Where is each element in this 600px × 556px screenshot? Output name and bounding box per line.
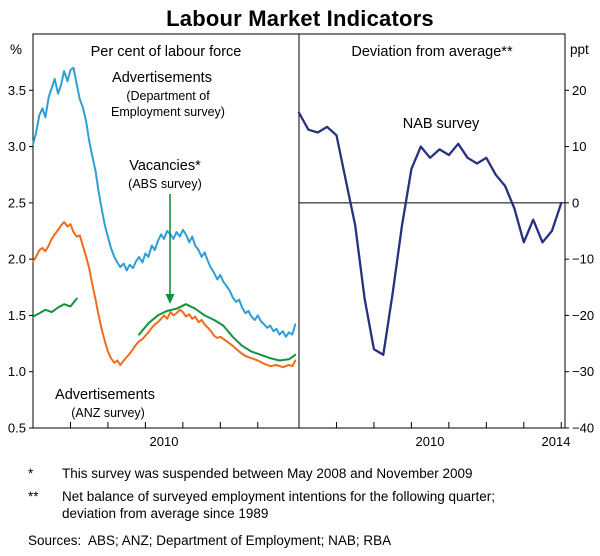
footnote-1-marker: * (28, 466, 34, 481)
svg-text:10: 10 (572, 139, 586, 154)
chart-canvas: 0.51.01.52.02.53.03.5 −40−30−20−1001020 … (8, 33, 594, 449)
right-axis-unit-label: ppt (570, 42, 589, 57)
doe-series-label: Advertisements (112, 70, 212, 86)
right-panel-axes-and-series: −40 −30 −20 −10 0 10 20 (297, 33, 594, 436)
left-xaxis-label-2010: 2010 (150, 434, 179, 449)
doe-series-sublabel-2: Employment survey) (111, 105, 225, 119)
svg-text:1.0: 1.0 (8, 364, 26, 379)
doe-series-sublabel-1: (Department of (126, 89, 210, 103)
svg-text:0: 0 (572, 195, 579, 210)
svg-text:0.5: 0.5 (8, 421, 26, 436)
svg-text:3.0: 3.0 (8, 139, 26, 154)
svg-text:−40: −40 (572, 421, 594, 436)
svg-text:−30: −30 (572, 364, 594, 379)
left-panel-axes-and-series: 0.5 1.0 1.5 2.0 2.5 3.0 3.5 (8, 33, 300, 436)
footnote-2: ** Net balance of surveyed employment in… (28, 489, 600, 523)
abs-series-sublabel: (ABS survey) (128, 177, 202, 191)
right-xaxis-label-2014: 2014 (542, 434, 571, 449)
sources-line: Sources: ABS; ANZ; Department of Employm… (28, 533, 600, 550)
chart-title: Labour Market Indicators (166, 6, 434, 31)
right-panel-header: Deviation from average** (351, 44, 513, 60)
svg-text:−10: −10 (572, 252, 594, 267)
svg-text:−20: −20 (572, 308, 594, 323)
footnote-2-marker: ** (28, 488, 39, 504)
right-xaxis-label-2010: 2010 (416, 434, 445, 449)
footnote-1: * This survey was suspended between May … (28, 466, 600, 483)
sources-text: Sources: ABS; ANZ; Department of Employm… (28, 532, 392, 548)
svg-text:3.5: 3.5 (8, 83, 26, 98)
abs-series-label: Vacancies* (129, 158, 201, 174)
svg-text:2.5: 2.5 (8, 195, 26, 210)
anz-series-label: Advertisements (55, 387, 155, 403)
footnote-1-text: This survey was suspended between May 20… (62, 466, 473, 481)
nab-series-label: NAB survey (403, 116, 480, 132)
svg-text:2.0: 2.0 (8, 252, 26, 267)
svg-text:20: 20 (572, 83, 586, 98)
left-axis-unit-label: % (10, 42, 22, 57)
svg-text:1.5: 1.5 (8, 308, 26, 323)
anz-series-sublabel: (ANZ survey) (71, 406, 145, 420)
vacancies-down-arrow-head-icon (165, 294, 175, 304)
footnotes-block: * This survey was suspended between May … (28, 466, 600, 550)
left-panel-header: Per cent of labour force (91, 44, 242, 60)
footnote-2-text: Net balance of surveyed employment inten… (62, 488, 499, 521)
